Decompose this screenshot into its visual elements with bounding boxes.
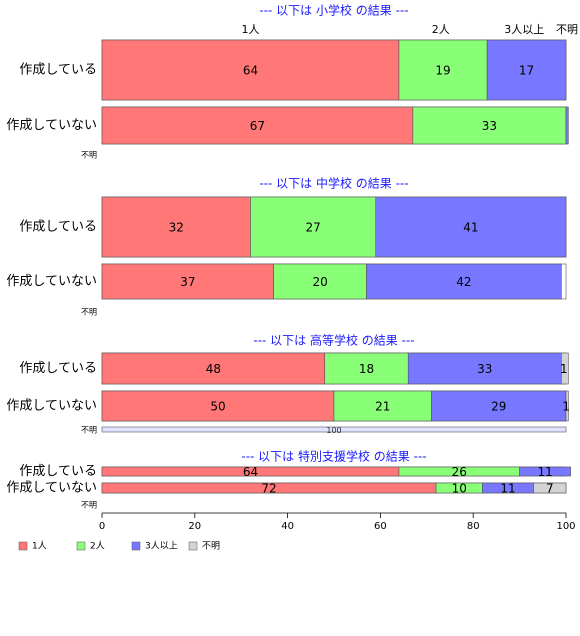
segment-label: 26 (452, 465, 467, 479)
segment-label: 21 (375, 400, 390, 414)
bar-segment (250, 196, 377, 258)
segment-label: 1 (562, 400, 570, 414)
x-tick-label: 100 (556, 521, 575, 532)
bar-segment (101, 106, 414, 145)
category-label: 作成していない (6, 118, 97, 133)
unknown-bar-label: 100 (326, 426, 341, 435)
category-label: 作成している (19, 220, 97, 235)
category-label: 作成している (19, 63, 97, 78)
panel-title: --- 以下は 高等学校 の結果 --- (253, 333, 414, 348)
bar-segment (101, 196, 251, 258)
bar-segment (565, 390, 569, 422)
segment-label: 17 (519, 64, 534, 78)
category-label: 作成していない (6, 274, 97, 289)
bar-segment (101, 352, 326, 385)
x-tick-label: 0 (99, 521, 105, 532)
category-label: 作成していない (6, 399, 97, 414)
segment-label: 32 (169, 221, 184, 235)
bar-segment (101, 263, 274, 300)
segment-label: 27 (305, 221, 320, 235)
panel-title: --- 以下は 中学校 の結果 --- (259, 176, 408, 191)
unknown-row-label: 不明 (81, 501, 97, 510)
x-tick-label: 20 (188, 521, 201, 532)
panel-title: --- 以下は 特別支援学校 の結果 --- (241, 449, 426, 464)
segment-label: 50 (210, 400, 225, 414)
segment-label: 18 (359, 362, 374, 376)
unknown-row-label: 不明 (81, 308, 97, 317)
segment-label: 48 (206, 362, 221, 376)
bar-segment (333, 390, 432, 422)
segment-label: 67 (250, 119, 265, 133)
legend-swatch (18, 541, 28, 551)
category-label: 作成していない (6, 481, 97, 496)
column-header: 3人以上 (504, 23, 544, 36)
legend-label: 1人 (32, 541, 47, 552)
segment-label: 41 (463, 221, 478, 235)
segment-label: 64 (243, 64, 258, 78)
column-header: 1人 (241, 23, 259, 36)
column-header: 不明 (556, 23, 578, 36)
segment-label: 37 (180, 275, 195, 289)
bar-segment (324, 352, 409, 385)
bar-segment (561, 352, 569, 385)
bar-segment (412, 106, 567, 145)
legend-label: 2人 (90, 541, 105, 552)
segment-label: 19 (435, 64, 450, 78)
segment-label: 33 (482, 119, 497, 133)
segment-label: 11 (537, 465, 552, 479)
x-tick-label: 80 (467, 521, 480, 532)
x-tick-label: 40 (281, 521, 294, 532)
legend-swatch (188, 541, 198, 551)
x-tick-label: 60 (374, 521, 387, 532)
bar-segment (101, 39, 400, 101)
legend-label: 不明 (202, 541, 220, 552)
unknown-row-label: 不明 (81, 151, 97, 160)
bar-segment (407, 352, 562, 385)
column-header: 2人 (432, 23, 450, 36)
unknown-bar (101, 426, 567, 433)
bar-segment (398, 39, 488, 101)
legend-swatch (131, 541, 141, 551)
legend-swatch (76, 541, 86, 551)
bar-segment (366, 263, 562, 300)
bar-segment (486, 39, 567, 101)
segment-label: 1 (560, 362, 568, 376)
segment-label: 10 (452, 482, 467, 496)
segment-label: 20 (312, 275, 327, 289)
bar-segment (375, 196, 567, 258)
bar-segment (533, 482, 567, 494)
segment-label: 64 (243, 465, 258, 479)
segment-label: 42 (456, 275, 471, 289)
unknown-row-label: 不明 (81, 426, 97, 435)
segment-label: 29 (491, 400, 506, 414)
category-label: 作成している (19, 361, 97, 376)
panel-title: --- 以下は 小学校 の結果 --- (259, 3, 408, 18)
category-label: 作成している (19, 464, 97, 479)
segment-label: 11 (500, 482, 515, 496)
segment-label: 72 (261, 482, 276, 496)
bar-segment (565, 106, 569, 145)
segment-label: 7 (546, 482, 554, 496)
legend-label: 3人以上 (145, 541, 178, 552)
bar-segment (273, 263, 367, 300)
segment-label: 33 (477, 362, 492, 376)
bar-segment (519, 466, 571, 477)
